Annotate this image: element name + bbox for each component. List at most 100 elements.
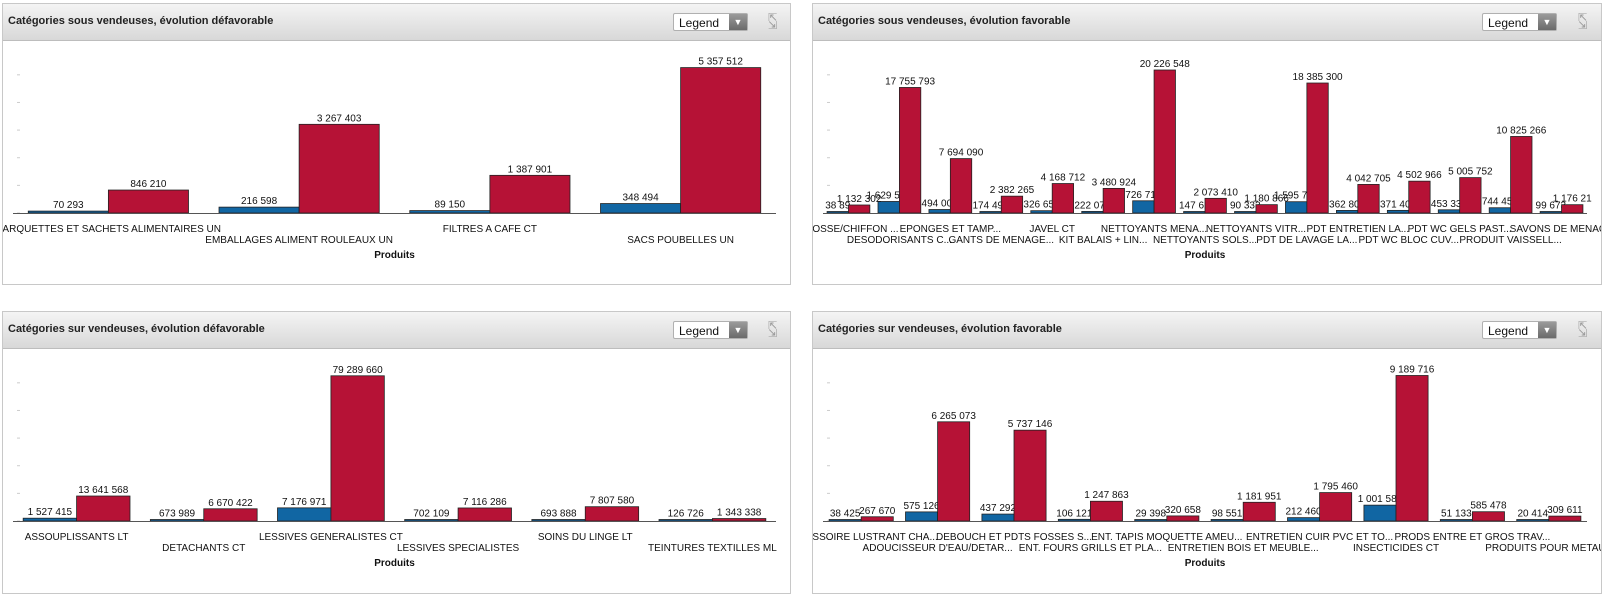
expand-icon[interactable]: ⇱ ⇲: [768, 12, 778, 32]
x-tick-label: NETTOYANTS MENA...: [1101, 224, 1207, 235]
data-label: 320 658: [1165, 505, 1202, 516]
x-axis-title: Produits: [374, 558, 415, 569]
x-tick-label: ACCESSOIRE LUSTRANT CHA...: [813, 532, 938, 543]
bar: [1319, 492, 1353, 522]
x-tick-label: LESSIVES GENERALISTES CT: [259, 532, 403, 543]
data-label: 9 189 716: [1390, 364, 1435, 375]
chevron-down-icon: ▼: [1538, 322, 1556, 338]
chart-panel-top-right: Catégories sous vendeuses, évolution fav…: [812, 3, 1602, 285]
data-label: 1 176 21: [1553, 194, 1592, 205]
bar: [1081, 211, 1104, 214]
bar: [1183, 211, 1206, 214]
data-label: 3 480 924: [1092, 177, 1137, 188]
x-tick-label: DESODORISANTS C...: [847, 235, 952, 246]
x-tick-label: ENT. FOURS GRILLS ET PLA...: [1019, 543, 1162, 554]
data-label: 371 403: [1380, 199, 1417, 210]
chart-panel-bottom-right: Catégories sur vendeuses, évolution favo…: [812, 311, 1602, 594]
x-axis-title: Produits: [1185, 558, 1226, 569]
data-label: 7 116 286: [463, 497, 507, 508]
data-label: 702 109: [413, 509, 450, 520]
data-label: 29 398: [1135, 509, 1166, 520]
bar: [1395, 375, 1429, 522]
legend-dropdown[interactable]: Legend ▼: [1482, 321, 1557, 339]
data-label: 6 265 073: [931, 411, 976, 422]
expand-icon[interactable]: ⇱ ⇲: [1578, 12, 1588, 32]
chevron-down-icon: ▼: [1538, 14, 1556, 30]
data-label: 5 005 752: [1448, 167, 1493, 178]
bar: [1437, 209, 1461, 214]
x-tick-label: SAVONS DE MENAGE: [1510, 224, 1601, 235]
data-label: 309 611: [1547, 505, 1583, 516]
x-tick-label: ADOUCISSEUR D'EAU/DETAR...: [863, 543, 1013, 554]
x-tick-label: PDT WC BLOC CUV...: [1358, 235, 1459, 246]
bar: [404, 519, 459, 522]
x-tick-label: PDT DE LAVAGE LA...: [1256, 235, 1357, 246]
bar: [1166, 515, 1200, 522]
expand-icon[interactable]: ⇱ ⇲: [768, 320, 778, 340]
x-axis-title: Produits: [374, 250, 415, 261]
x-tick-label: KIT BALAIS + LIN...: [1059, 235, 1147, 246]
bar-chart: 38 89 1 629 590 494 008 174 498 326 650 222 0…: [813, 59, 1601, 261]
x-tick-label: NETTOYANTS VITR...: [1206, 224, 1306, 235]
legend-dropdown-label: Legend: [1488, 324, 1529, 338]
data-label: 744 459: [1482, 197, 1519, 208]
data-label: 726 719: [1125, 190, 1162, 201]
bar: [979, 211, 1002, 214]
bar: [76, 495, 131, 522]
x-tick-label: EPONGES ET TAMP...: [900, 224, 1002, 235]
data-label: 126 726: [668, 509, 705, 520]
bar: [1210, 519, 1244, 522]
x-tick-label: EMBALLAGES ALIMENT ROULEAUX UN: [205, 235, 393, 246]
data-label: 174 498: [972, 201, 1009, 212]
data-label: 362 803: [1329, 199, 1366, 210]
expand-icon[interactable]: ⇱ ⇲: [1578, 320, 1588, 340]
chart-panel-top-left: Catégories sous vendeuses, évolution déf…: [2, 3, 791, 285]
data-label: 222 071: [1074, 200, 1111, 211]
x-tick-label: ENTRETIEN BOIS ET MEUBLE...: [1168, 543, 1319, 554]
legend-dropdown[interactable]: Legend ▼: [673, 13, 748, 31]
bar: [457, 507, 512, 522]
bar: [22, 517, 77, 522]
data-label: 1 387 901: [508, 164, 553, 175]
x-tick-label: SOINS DU LINGE LT: [538, 532, 633, 543]
x-tick-label: BARQUETTES ET SACHETS ALIMENTAIRES UN: [3, 224, 221, 235]
data-label: 1 181 951: [1237, 491, 1282, 502]
bar: [531, 519, 586, 522]
data-label: 846 210: [130, 179, 167, 190]
bar: [1548, 515, 1582, 522]
bar: [1204, 197, 1227, 214]
data-label: 98 551: [1212, 508, 1243, 519]
data-label: 1 629 590: [866, 190, 911, 201]
legend-dropdown[interactable]: Legend ▼: [1482, 13, 1557, 31]
bar-chart: 1 527 415 673 989 7 176 971 702 109 693 888 1…: [13, 365, 777, 569]
panel-title: Catégories sur vendeuses, évolution favo…: [818, 323, 1062, 335]
bar: [712, 518, 767, 522]
data-label: 38 89: [825, 201, 850, 212]
bar: [1408, 180, 1431, 214]
data-label: 212 460: [1285, 507, 1322, 518]
data-label: 7 176 971: [282, 497, 327, 508]
data-label: 2 073 410: [1193, 187, 1238, 198]
bar: [149, 519, 205, 522]
bar: [981, 513, 1015, 522]
legend-dropdown[interactable]: Legend ▼: [673, 321, 748, 339]
data-label: 4 042 705: [1346, 173, 1391, 184]
x-tick-label: ENT. TAPIS MOQUETTE AMEU...: [1091, 532, 1242, 543]
x-tick-label: TEINTURES TEXTILLES ML: [648, 543, 777, 554]
data-label: 20 414: [1517, 509, 1548, 520]
x-tick-label: JAVEL CT: [1029, 224, 1075, 235]
bar: [1153, 69, 1176, 214]
bar: [1030, 210, 1053, 214]
legend-dropdown-label: Legend: [1488, 16, 1529, 30]
bar: [1439, 519, 1473, 522]
bar: [218, 206, 300, 214]
data-label: 693 888: [540, 509, 577, 520]
bar: [489, 174, 571, 214]
bar: [848, 204, 871, 214]
data-label: 1 001 583: [1358, 494, 1403, 505]
panel-header: Catégories sous vendeuses, évolution déf…: [3, 4, 790, 41]
x-tick-label: BROSSE/CHIFFON ...: [813, 224, 898, 235]
panel-header: Catégories sur vendeuses, évolution favo…: [813, 312, 1601, 349]
bar: [330, 375, 385, 522]
x-tick-label: SACS POUBELLES UN: [627, 235, 734, 246]
